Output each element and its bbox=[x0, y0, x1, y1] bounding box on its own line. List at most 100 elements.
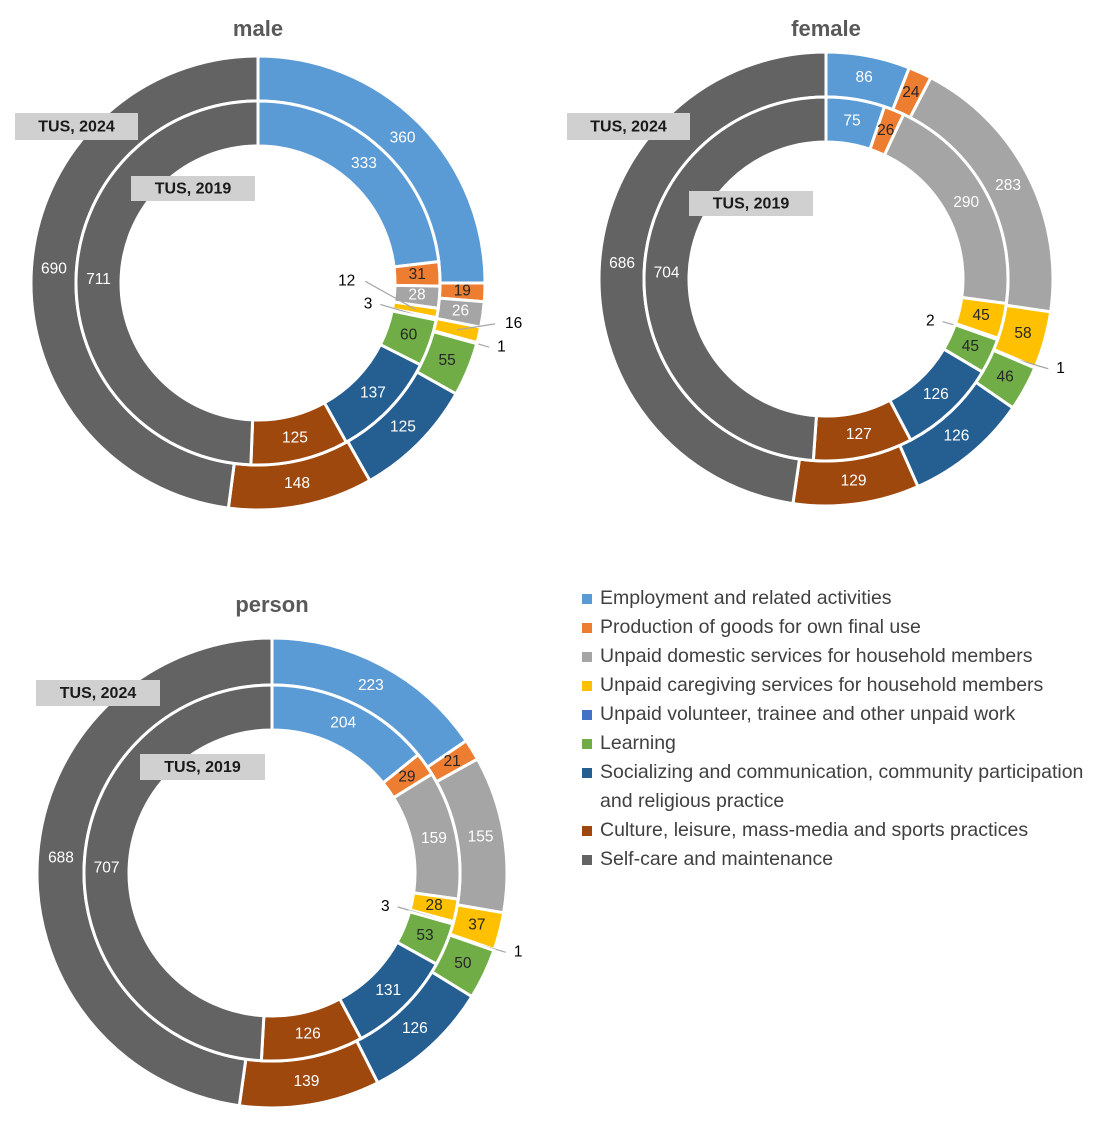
legend-label: Culture, leisure, mass-media and sports … bbox=[600, 819, 1029, 841]
data-label: 126 bbox=[402, 1020, 428, 1037]
data-label: 37 bbox=[468, 917, 485, 934]
data-label: 204 bbox=[330, 715, 356, 732]
data-label: 126 bbox=[944, 428, 970, 445]
data-label: 12 bbox=[338, 272, 355, 289]
data-label: 28 bbox=[408, 287, 425, 304]
data-label: 148 bbox=[284, 475, 310, 492]
data-label: 129 bbox=[841, 473, 867, 490]
data-label: 126 bbox=[923, 386, 949, 403]
data-label: 26 bbox=[452, 303, 469, 320]
outer-series-label-box bbox=[15, 113, 138, 140]
inner-series-label: TUS, 2019 bbox=[713, 196, 790, 213]
data-label: 26 bbox=[877, 122, 894, 139]
data-label: 3 bbox=[364, 296, 373, 313]
data-label: 55 bbox=[438, 352, 455, 369]
legend-swatch bbox=[582, 855, 592, 865]
data-label: 333 bbox=[351, 155, 377, 172]
legend-swatch bbox=[582, 739, 592, 749]
outer-series-label: TUS, 2024 bbox=[60, 685, 137, 702]
legend-swatch bbox=[582, 768, 592, 778]
data-label: 686 bbox=[609, 255, 635, 272]
donut-chart-female: female 86 24 283 58 1 46 126 129 686 75 26 290 45 2 45 1… bbox=[567, 16, 1065, 508]
data-label: 28 bbox=[426, 897, 443, 914]
chart-title: female bbox=[791, 16, 861, 41]
legend-swatch bbox=[582, 826, 592, 836]
data-label: 75 bbox=[843, 113, 860, 130]
leader-line bbox=[380, 303, 415, 316]
data-label: 16 bbox=[505, 315, 522, 332]
data-label: 31 bbox=[409, 266, 426, 283]
donut-chart-person: person 223 21 155 37 1 50 126 139 688 204 29 159 28 3 5… bbox=[35, 592, 523, 1110]
legend-item-self-care: Self-care and maintenance bbox=[582, 845, 1092, 874]
data-label: 60 bbox=[400, 327, 418, 344]
data-label: 1 bbox=[514, 943, 523, 960]
data-label: 139 bbox=[294, 1073, 320, 1090]
legend-item-learning: Learning bbox=[582, 729, 1092, 758]
data-label: 290 bbox=[953, 194, 979, 211]
outer-series-label-box bbox=[36, 680, 160, 706]
leader-line bbox=[456, 323, 496, 331]
legend-swatch bbox=[582, 652, 592, 662]
data-label: 704 bbox=[654, 265, 680, 282]
legend-item-production: Production of goods for own final use bbox=[582, 613, 1092, 642]
legend-label: Unpaid caregiving services for household… bbox=[600, 674, 1044, 696]
data-label: 125 bbox=[282, 429, 308, 446]
data-label: 2 bbox=[926, 313, 935, 330]
legend-label: Employment and related activities bbox=[600, 587, 892, 609]
data-label: 53 bbox=[416, 927, 433, 944]
legend-item-domestic: Unpaid domestic services for household m… bbox=[582, 642, 1092, 671]
data-label: 21 bbox=[443, 753, 460, 770]
data-label: 29 bbox=[398, 768, 415, 785]
inner-series-label: TUS, 2019 bbox=[164, 759, 241, 776]
legend-item-culture: Culture, leisure, mass-media and sports … bbox=[582, 816, 1092, 845]
legend-swatch bbox=[582, 681, 592, 691]
inner-series-label-box bbox=[689, 191, 813, 216]
legend-item-volunteer: Unpaid volunteer, trainee and other unpa… bbox=[582, 700, 1092, 729]
data-label: 688 bbox=[48, 849, 74, 866]
data-label: 223 bbox=[358, 677, 384, 694]
data-label: 1 bbox=[497, 338, 506, 355]
data-label: 86 bbox=[856, 69, 873, 86]
inner-series-label-box bbox=[140, 754, 265, 780]
legend-label: Learning bbox=[600, 732, 676, 754]
legend-label: Unpaid volunteer, trainee and other unpa… bbox=[600, 703, 1016, 725]
data-label: 283 bbox=[995, 177, 1021, 194]
data-label: 46 bbox=[997, 369, 1014, 386]
data-label: 137 bbox=[360, 385, 386, 402]
outer-series-label: TUS, 2024 bbox=[38, 119, 115, 136]
legend-swatch bbox=[582, 710, 592, 720]
data-label: 126 bbox=[295, 1026, 321, 1043]
inner-ring-slice bbox=[82, 683, 274, 1063]
legend-item-employment: Employment and related activities bbox=[582, 584, 1092, 613]
donut-chart-male: male360192616155125148690333312812360137… bbox=[15, 16, 522, 512]
data-label: 125 bbox=[390, 418, 416, 435]
legend-item-caregiving: Unpaid caregiving services for household… bbox=[582, 671, 1092, 700]
data-label: 45 bbox=[973, 307, 990, 324]
data-label: 45 bbox=[962, 338, 979, 355]
data-label: 159 bbox=[421, 830, 447, 847]
data-label: 690 bbox=[41, 261, 67, 278]
legend-label: Unpaid domestic services for household m… bbox=[600, 645, 1033, 667]
legend-item-socializing: Socializing and communication, community… bbox=[582, 758, 1092, 816]
data-label: 50 bbox=[454, 955, 472, 972]
outer-series-label: TUS, 2024 bbox=[590, 119, 667, 136]
data-label: 707 bbox=[94, 859, 120, 876]
data-label: 155 bbox=[468, 829, 494, 846]
legend-label: Self-care and maintenance bbox=[600, 848, 834, 870]
data-label: 711 bbox=[86, 271, 111, 288]
inner-ring-slice bbox=[642, 95, 828, 463]
legend-swatch bbox=[582, 594, 592, 604]
data-label: 19 bbox=[454, 283, 471, 300]
data-label: 3 bbox=[381, 898, 390, 915]
data-label: 58 bbox=[1014, 325, 1031, 342]
legend: Employment and related activities Produc… bbox=[582, 584, 1092, 874]
inner-series-label: TUS, 2019 bbox=[155, 181, 232, 198]
outer-series-label-box bbox=[567, 113, 690, 140]
inner-ring-slice bbox=[74, 99, 260, 467]
data-label: 131 bbox=[375, 982, 401, 999]
chart-title: male bbox=[233, 16, 283, 41]
leader-line bbox=[365, 280, 416, 310]
data-label: 127 bbox=[846, 426, 872, 443]
data-label: 1 bbox=[1056, 360, 1065, 377]
